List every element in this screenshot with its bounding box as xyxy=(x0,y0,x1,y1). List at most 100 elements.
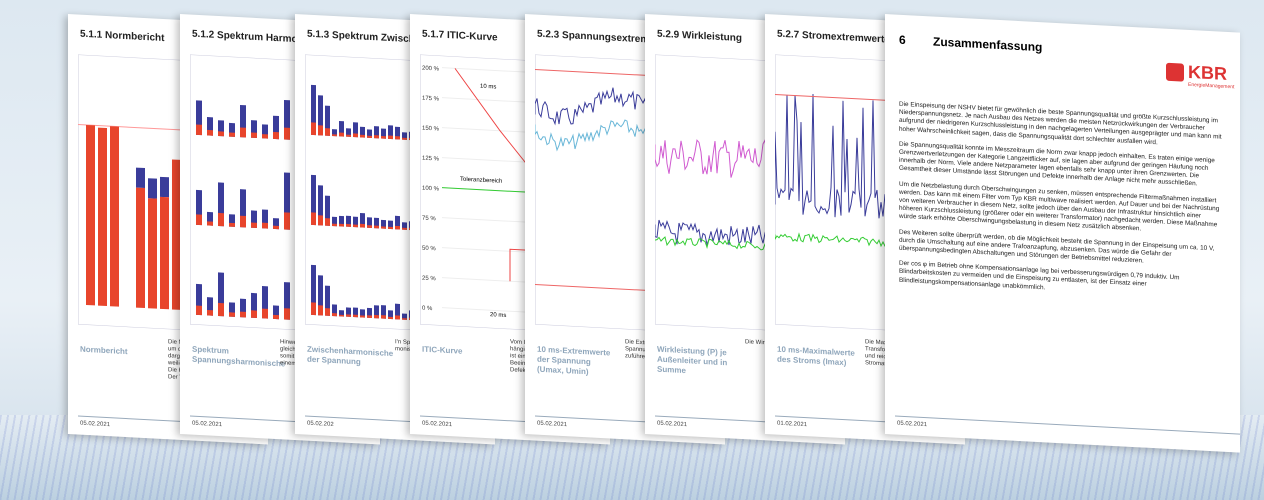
bar xyxy=(240,127,246,138)
bar xyxy=(98,127,107,307)
bar xyxy=(240,311,246,318)
footer-date: 01.02.2021 xyxy=(777,420,808,429)
logo: KBR EnergieManagement xyxy=(1166,62,1234,106)
footer-date: 05.02.2021 xyxy=(897,420,928,429)
bar xyxy=(284,308,290,320)
bar xyxy=(262,308,268,319)
bar xyxy=(262,134,268,139)
bar xyxy=(229,132,235,137)
bar xyxy=(353,314,358,318)
bar xyxy=(339,223,344,227)
bar xyxy=(325,128,330,136)
caption: Zwischenharmonische der Spannung xyxy=(307,344,394,367)
bar xyxy=(251,132,257,139)
bar xyxy=(367,225,372,229)
bar xyxy=(360,134,365,138)
bar xyxy=(360,223,365,228)
bar xyxy=(395,136,400,140)
bar xyxy=(381,136,386,139)
page-title: 5.1.7 ITIC-Kurve xyxy=(422,28,498,44)
bar xyxy=(262,222,268,229)
y-tick-label: 125 % xyxy=(422,156,440,163)
bar xyxy=(374,135,379,139)
y-tick-label: 25 % xyxy=(422,276,436,283)
bar xyxy=(86,124,95,306)
bar xyxy=(325,308,330,316)
bar xyxy=(207,221,213,226)
logo-sub: EnergieManagement xyxy=(1188,81,1235,91)
bar xyxy=(367,315,372,319)
bar xyxy=(332,223,337,227)
bar xyxy=(318,125,323,136)
summary-page: 6 Zusammenfassung KBR EnergieManagement Die … xyxy=(885,14,1240,453)
x-label: 20 ms xyxy=(490,312,506,319)
y-tick-label: 50 % xyxy=(422,246,436,253)
bar xyxy=(284,127,290,140)
caption: Wirkleistung (P) je Außenleiter und in S… xyxy=(657,344,728,376)
section-number: 6 xyxy=(899,32,906,48)
footer-date: 05.02.2021 xyxy=(422,420,453,429)
page-title: 5.2.9 Wirkleistung xyxy=(657,28,742,45)
bar xyxy=(207,129,213,136)
bar xyxy=(311,302,316,316)
bar xyxy=(388,135,393,140)
bar xyxy=(148,198,157,309)
bar xyxy=(332,134,337,137)
bar xyxy=(339,132,344,137)
bar xyxy=(367,135,372,139)
bar xyxy=(148,178,157,199)
caption: 10 ms-Extremwerte der Spannung (Umax, Um… xyxy=(537,344,611,377)
footer-date: 05.02.2021 xyxy=(80,420,111,429)
bar xyxy=(229,222,235,227)
bar xyxy=(160,196,169,310)
bar xyxy=(218,212,224,227)
bar xyxy=(136,187,145,309)
bar xyxy=(318,215,323,226)
bar xyxy=(160,176,169,198)
bar xyxy=(388,316,393,320)
bar xyxy=(196,214,202,226)
footer-line xyxy=(895,415,1240,435)
section-title: Zusammenfassung xyxy=(933,34,1043,55)
bar xyxy=(273,225,279,230)
bar xyxy=(374,314,379,319)
y-tick-label: 175 % xyxy=(422,96,440,103)
page-title: 5.1.1 Normbericht xyxy=(80,28,165,45)
footer-date: 05.02.2021 xyxy=(192,420,223,429)
bar xyxy=(251,222,257,229)
y-tick-label: 100 % xyxy=(422,186,440,193)
page-title: 5.2.7 Stromextremwerte xyxy=(777,28,890,46)
y-tick-label: 150 % xyxy=(422,126,440,133)
bar xyxy=(388,226,393,230)
y-tick-label: 0 % xyxy=(422,306,433,313)
bar xyxy=(346,223,351,227)
bar xyxy=(196,305,202,316)
caption: ITIC-Kurve xyxy=(422,344,463,356)
bar xyxy=(395,315,400,320)
footer-date: 05.02.202 xyxy=(307,420,334,429)
bar xyxy=(207,309,213,316)
bar xyxy=(196,124,202,136)
bar xyxy=(110,126,119,307)
bar xyxy=(311,122,316,136)
y-tick-label: 200 % xyxy=(422,66,440,73)
bar xyxy=(353,224,358,228)
bar xyxy=(395,225,400,230)
bar xyxy=(284,212,290,230)
bar xyxy=(353,133,358,138)
bar xyxy=(318,305,323,316)
caption: Spektrum Spannungsharmonische xyxy=(192,344,286,369)
bar xyxy=(229,312,235,317)
bar xyxy=(251,310,257,319)
x-label: 10 ms xyxy=(480,84,496,91)
footer-date: 05.02.2021 xyxy=(657,420,688,429)
bar xyxy=(273,131,279,140)
bar xyxy=(381,315,386,319)
bar xyxy=(360,315,365,318)
bar xyxy=(172,159,181,310)
caption: 10 ms-Maximalwerte des Stroms (Imax) xyxy=(777,344,855,368)
bar xyxy=(240,215,246,228)
bar xyxy=(402,227,407,230)
bar xyxy=(218,131,224,137)
